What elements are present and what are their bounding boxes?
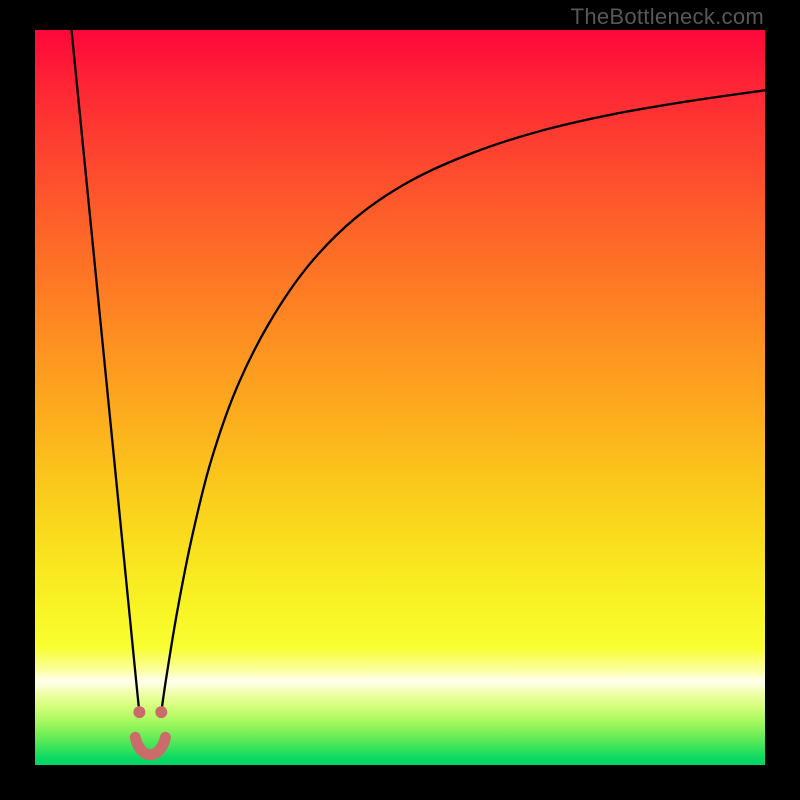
watermark-text: TheBottleneck.com (571, 4, 764, 30)
chart-stage: TheBottleneck.com (0, 0, 800, 800)
gradient-background (35, 30, 765, 765)
